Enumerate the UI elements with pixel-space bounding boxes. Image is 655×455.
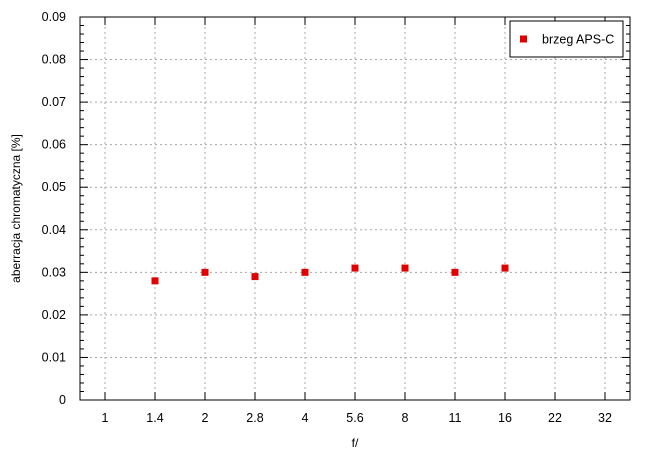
data-point	[401, 264, 409, 272]
y-tick-label: 0.09	[42, 10, 66, 24]
x-tick-label: 5.6	[346, 411, 363, 425]
y-tick-label: 0.06	[42, 138, 66, 152]
x-tick-label: 2.8	[246, 411, 263, 425]
y-tick-label: 0.07	[42, 95, 66, 109]
data-point	[501, 264, 509, 272]
data-point	[151, 277, 159, 285]
x-tick-label: 1	[102, 411, 109, 425]
data-point	[351, 264, 359, 272]
y-tick-label: 0.08	[42, 53, 66, 67]
y-tick-label: 0	[59, 393, 66, 407]
x-tick-label: 4	[302, 411, 309, 425]
x-tick-label: 8	[402, 411, 409, 425]
data-point	[201, 268, 209, 276]
x-tick-label: 32	[598, 411, 612, 425]
x-axis-title: f/	[352, 436, 359, 450]
legend-label: brzeg APS-C	[542, 33, 614, 47]
legend-marker-brzeg-aps-c	[520, 35, 527, 43]
y-tick-label: 0.01	[42, 350, 66, 364]
y-tick-label: 0.04	[42, 223, 66, 237]
y-tick-label: 0.02	[42, 308, 66, 322]
x-tick-label: 11	[449, 411, 462, 425]
x-tick-label: 1.4	[146, 411, 163, 425]
y-axis-tick-labels: 0 0.01 0.02 0.03 0.04 0.05 0.06 0.07 0.08 0.09	[42, 10, 66, 407]
x-tick-label: 2	[202, 411, 209, 425]
data-points	[151, 264, 509, 285]
x-axis-tick-labels: 1 1.4 2 2.8 4 5.6 8 11 16 22 32	[102, 411, 612, 425]
y-tick-label: 0.03	[42, 265, 66, 279]
y-axis-title: aberracja chromatyczna [%]	[9, 134, 23, 283]
data-point	[251, 273, 259, 281]
data-point	[451, 268, 459, 276]
x-tick-label: 16	[498, 411, 512, 425]
x-tick-label: 22	[548, 411, 562, 425]
grid-lines	[80, 17, 630, 400]
legend-box	[509, 20, 624, 58]
data-point	[301, 268, 309, 276]
axis-ticks	[80, 16, 630, 401]
legend: brzeg APS-C	[509, 20, 624, 58]
y-tick-label: 0.05	[42, 180, 66, 194]
